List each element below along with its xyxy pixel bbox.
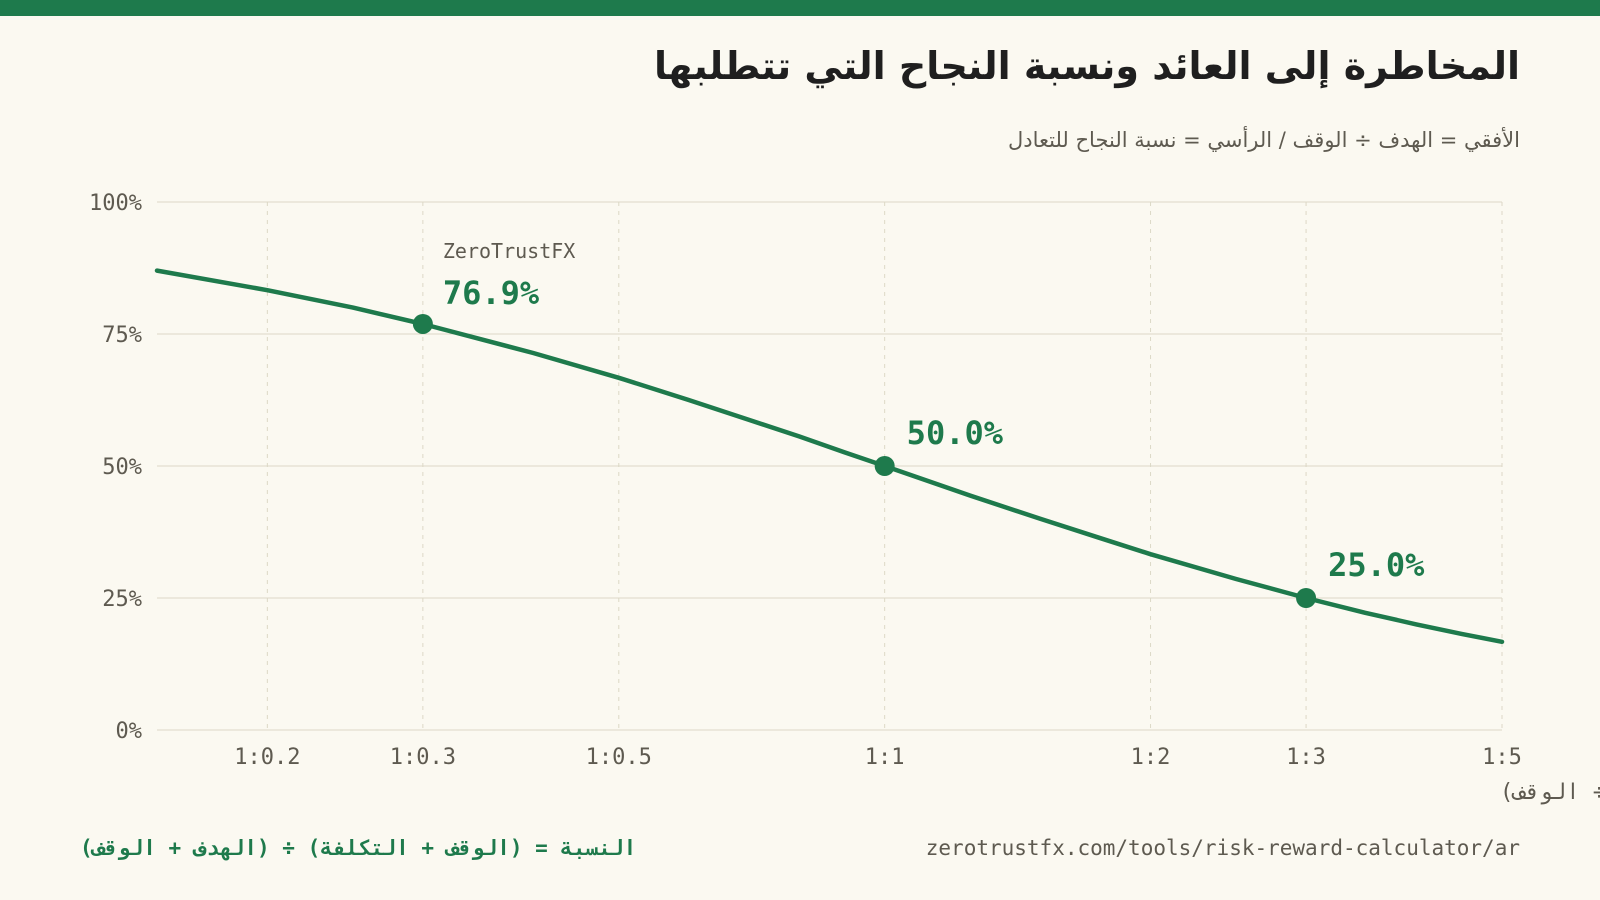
footer-formula: النسبة = (الوقف + التكلفة) ÷ (الهدف + ال… — [80, 836, 637, 860]
x-tick-label: 1:0.2 — [234, 745, 300, 770]
y-tick-label: 25% — [102, 587, 142, 612]
axis-layer: 0% 25% 50% 75% 100% 1:0.2 1:0.3 1:0.5 1:1 1:2 1:3 1… — [89, 191, 1522, 770]
grid-layer — [157, 201, 1503, 731]
y-tick-label: 100% — [89, 191, 142, 216]
x-tick-label: 1:0.5 — [586, 745, 652, 770]
highlight-value-label: 25.0% — [1328, 546, 1425, 584]
highlight-point-1 — [874, 456, 895, 476]
footer-url: zerotrustfx.com/tools/risk-reward-calcul… — [925, 836, 1520, 860]
highlight-tag: ZeroTrustFX — [443, 239, 575, 263]
x-tick-label: 1:1 — [865, 745, 905, 770]
x-tick-label: 1:2 — [1131, 745, 1171, 770]
x-tick-label: 1:3 — [1286, 745, 1326, 770]
top-accent-bar — [0, 0, 1600, 16]
chart-subtitle: الأفقي = الهدف ÷ الوقف / الرأسي = نسبة ا… — [1008, 128, 1520, 152]
highlight-value-label: 76.9% — [443, 274, 540, 312]
x-tick-label: 1:0.3 — [390, 745, 456, 770]
series-layer — [154, 268, 1505, 645]
x-axis-label: المخاطرة إلى العائد (الهدف ÷ الوقف) — [1500, 780, 1600, 805]
x-tick-label: 1:5 — [1482, 745, 1522, 770]
highlight-value-label: 50.0% — [907, 414, 1004, 452]
highlight-layer: ZeroTrustFX 76.9% 50.0% 25.0% — [412, 239, 1425, 608]
y-tick-label: 75% — [102, 323, 142, 348]
series-line-0 — [154, 268, 1505, 645]
y-tick-label: 0% — [116, 719, 143, 744]
highlight-point-0 — [412, 313, 433, 334]
highlight-point-2 — [1296, 588, 1317, 608]
chart-title: المخاطرة إلى العائد ونسبة النجاح التي تت… — [653, 44, 1520, 88]
y-tick-label: 50% — [102, 455, 142, 480]
